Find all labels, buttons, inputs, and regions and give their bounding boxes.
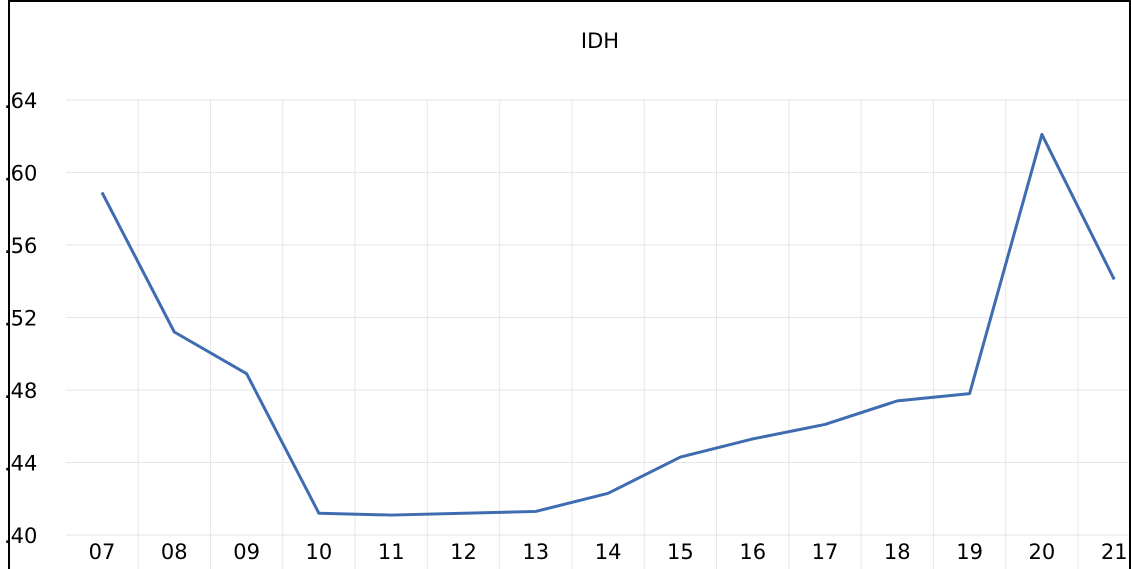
x-tick-label: 16 (739, 540, 766, 564)
y-tick-label: .44 (4, 452, 37, 476)
x-tick-label: 18 (884, 540, 911, 564)
y-tick-label: .48 (4, 379, 37, 403)
x-tick-label: 21 (1101, 540, 1128, 564)
x-tick-label: 07 (89, 540, 116, 564)
chart-frame (8, 0, 1131, 569)
y-tick-label: .40 (4, 524, 37, 548)
x-tick-label: 17 (812, 540, 839, 564)
x-tick-label: 08 (161, 540, 188, 564)
x-tick-label: 14 (595, 540, 622, 564)
y-tick-label: .56 (4, 234, 37, 258)
x-tick-label: 09 (233, 540, 260, 564)
series-line (100, 132, 1116, 517)
x-tick-label: 12 (450, 540, 477, 564)
x-tick-label: 20 (1029, 540, 1056, 564)
x-tick-label: 10 (306, 540, 333, 564)
chart-title: IDH (581, 29, 619, 53)
x-tick-label: 13 (522, 540, 549, 564)
y-tick-label: .64 (4, 89, 37, 113)
y-tick-label: .60 (4, 162, 37, 186)
x-tick-label: 15 (667, 540, 694, 564)
x-tick-label: 11 (378, 540, 405, 564)
y-tick-label: .52 (4, 307, 37, 331)
x-tick-label: 19 (956, 540, 983, 564)
